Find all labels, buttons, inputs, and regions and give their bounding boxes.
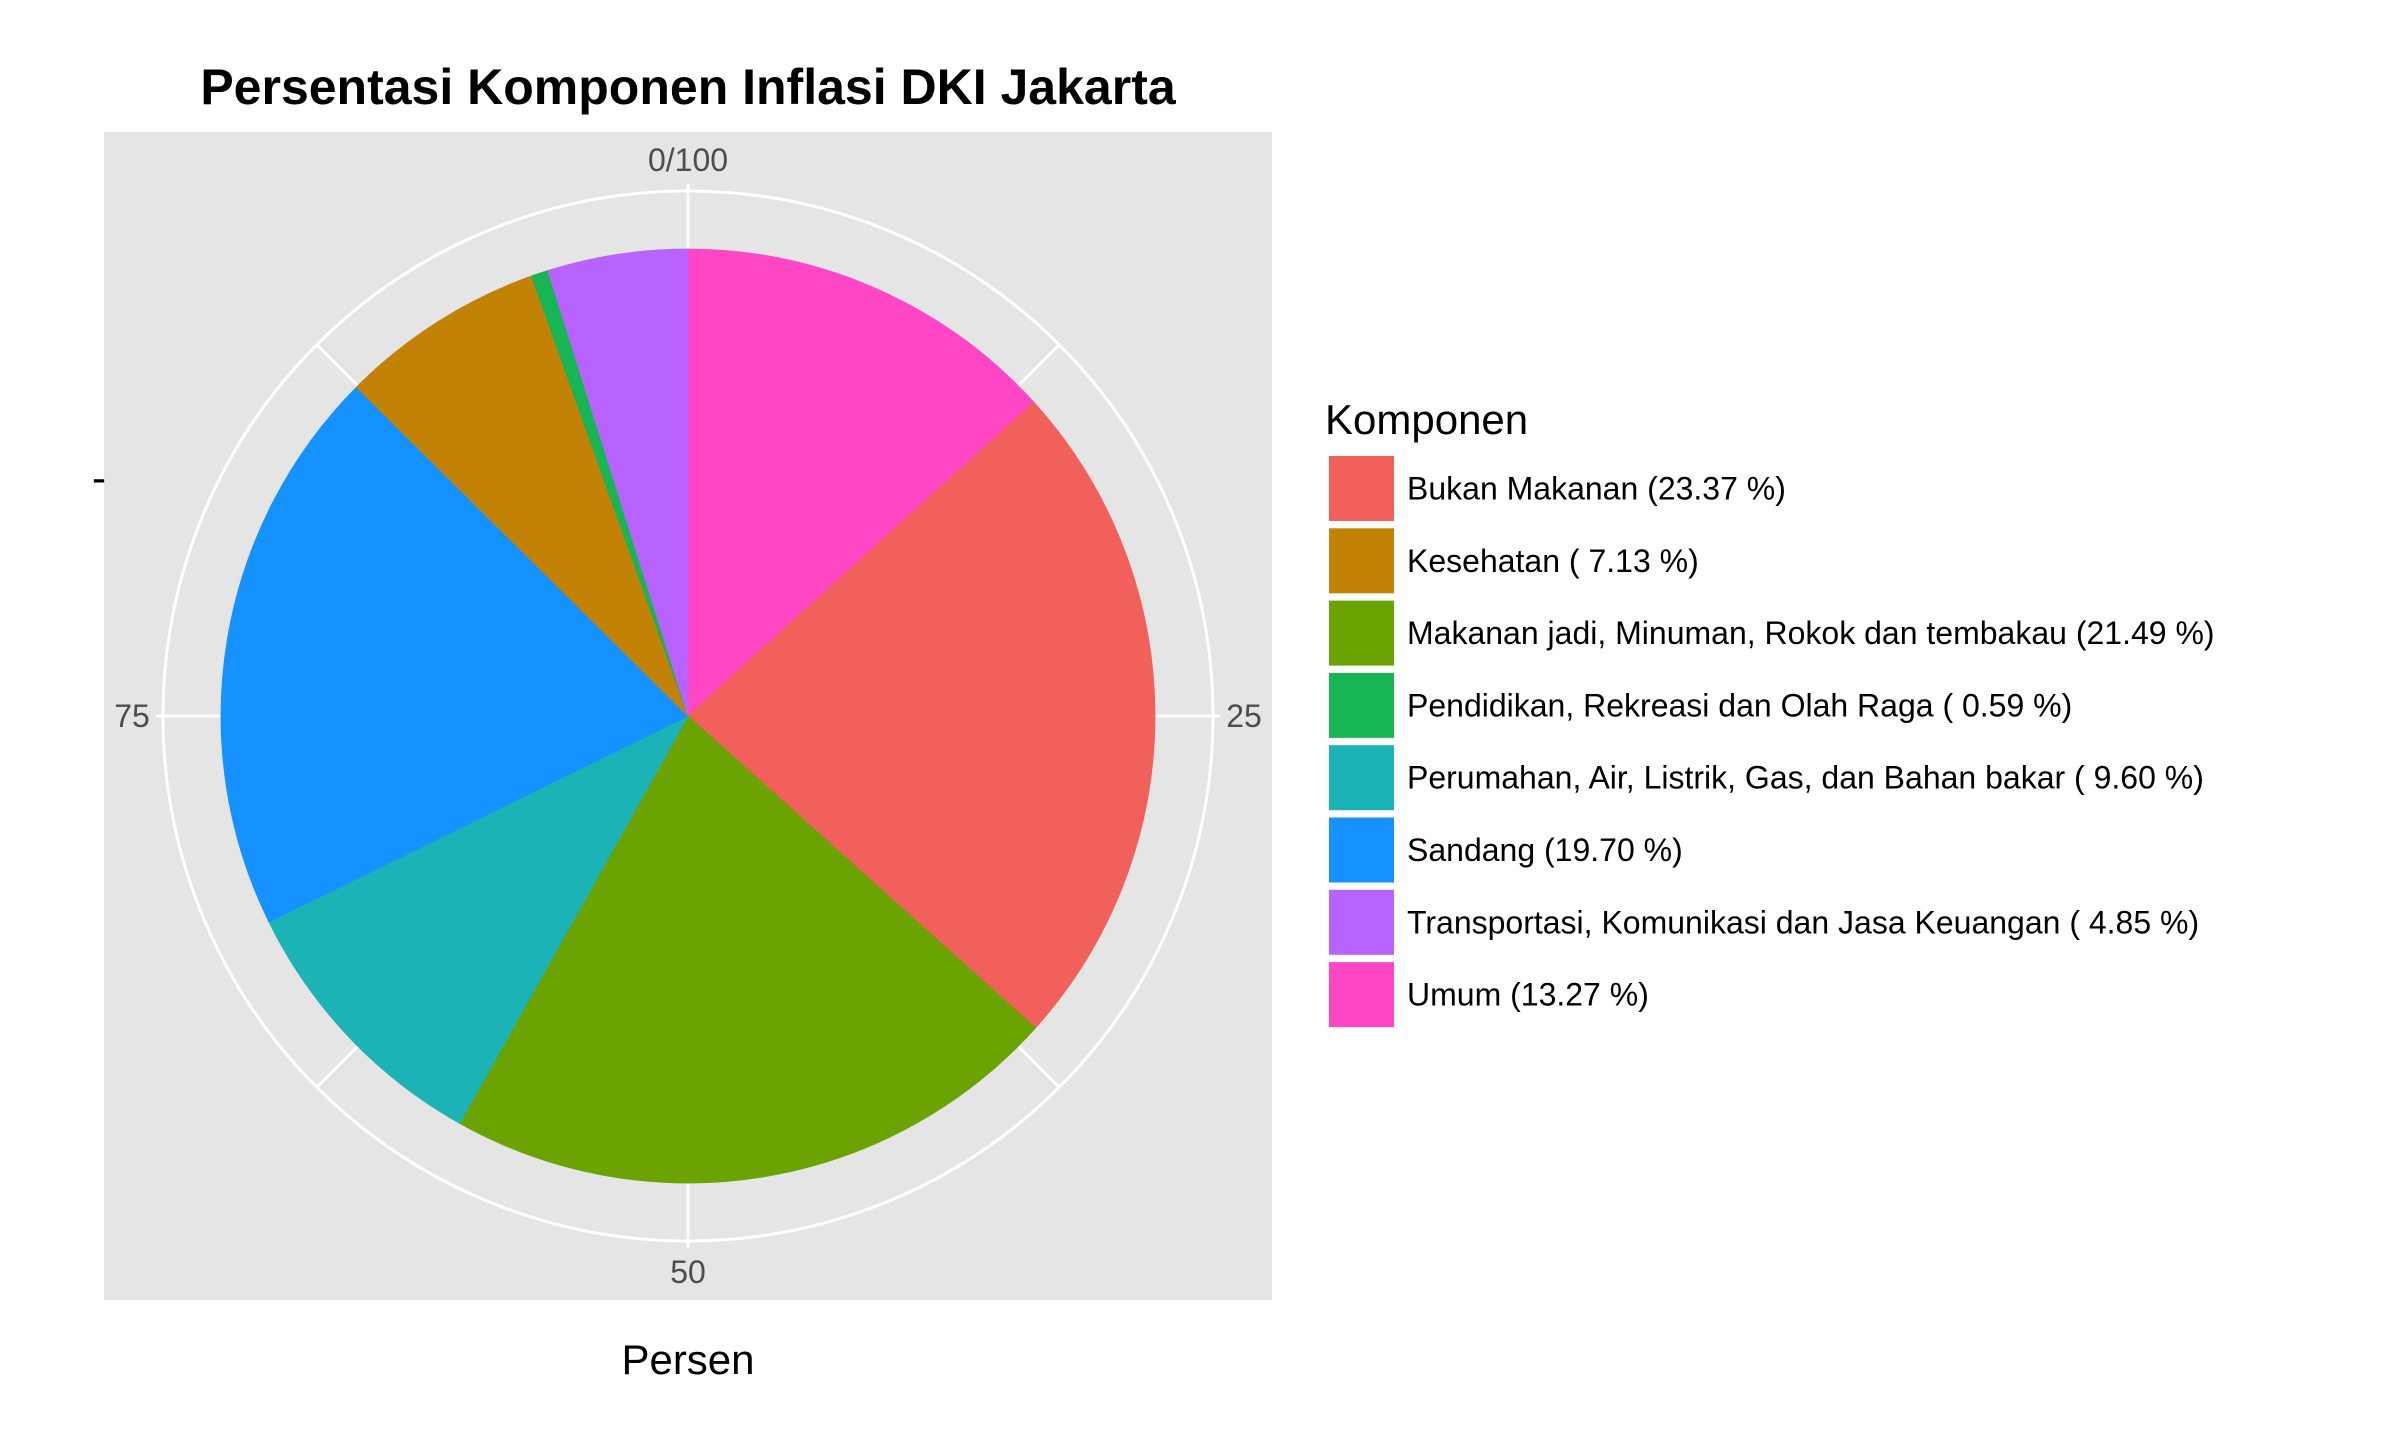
- legend-key: [1329, 600, 1394, 666]
- legend-key: [1329, 817, 1394, 883]
- legend-label: Perumahan, Air, Listrik, Gas, dan Bahan …: [1407, 760, 2204, 796]
- legend-title: Komponen: [1325, 396, 1528, 443]
- legend-label: Makanan jadi, Minuman, Rokok dan tembaka…: [1407, 615, 2215, 651]
- pie-slice: [547, 248, 689, 717]
- legend-key: [1329, 962, 1394, 1028]
- legend-key: [1329, 889, 1394, 955]
- pie-slice: [220, 386, 689, 923]
- angle-ticks: 0/100 25 50 75: [114, 142, 1262, 1290]
- pie-slice: [687, 248, 1035, 717]
- x-axis-label: Persen: [621, 1336, 754, 1383]
- legend-key: [1329, 745, 1394, 811]
- legend-label: Pendidikan, Rekreasi dan Olah Raga ( 0.5…: [1407, 687, 2072, 723]
- legend-key: [1329, 456, 1394, 521]
- tick-label: 0/100: [648, 142, 728, 178]
- legend-key: [1329, 528, 1394, 594]
- tick-label: 75: [114, 698, 150, 734]
- tick-label: 25: [1226, 698, 1262, 734]
- legend-label: Umum (13.27 %): [1407, 977, 1649, 1013]
- chart-title: Persentasi Komponen Inflasi DKI Jakarta: [200, 59, 1177, 115]
- pie-slice: [687, 401, 1156, 1029]
- pie-slice: [268, 715, 689, 1124]
- legend-label: Transportasi, Komunikasi dan Jasa Keuang…: [1407, 904, 2199, 940]
- pie-slice: [355, 275, 689, 717]
- legend-label: Bukan Makanan (23.37 %): [1407, 471, 1786, 507]
- legend: Bukan Makanan (23.37 %) Kesehatan ( 7.13 …: [1329, 456, 2215, 1028]
- tick-label: 50: [670, 1254, 706, 1290]
- legend-key: [1329, 672, 1394, 738]
- pie-slice: [459, 715, 1037, 1184]
- legend-label: Sandang (19.70 %): [1407, 832, 1683, 868]
- legend-label: Kesehatan ( 7.13 %): [1407, 543, 1699, 579]
- y-axis-label: -: [92, 454, 106, 501]
- pie-slices: [220, 248, 1156, 1184]
